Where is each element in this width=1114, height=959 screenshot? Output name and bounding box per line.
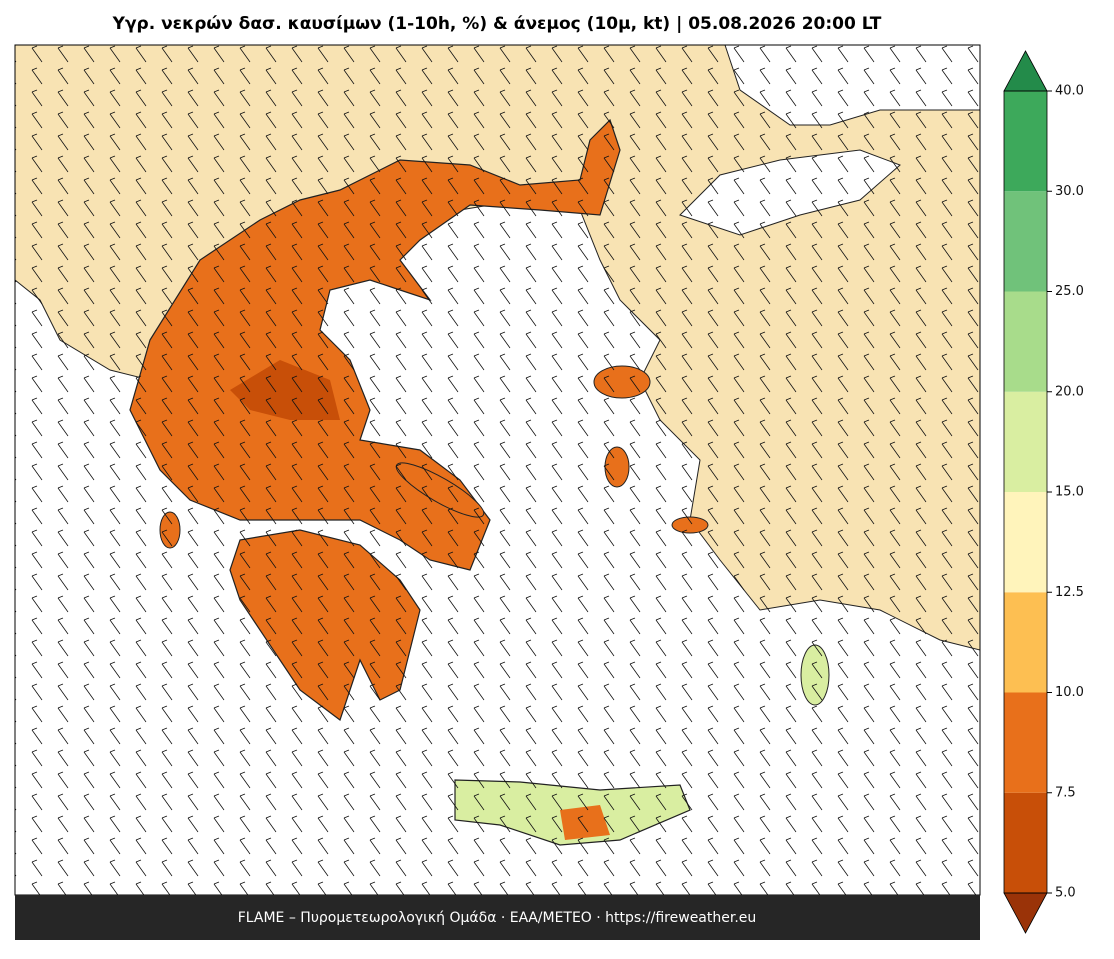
footer-bar (15, 895, 980, 940)
colorbar-under (1003, 892, 1048, 934)
colorbar-tick-label: 12.5 (1055, 585, 1084, 600)
colorbar-tick-label: 25.0 (1055, 284, 1084, 299)
colorbar-tick-label: 20.0 (1055, 384, 1084, 399)
colorbar-band (1004, 291, 1047, 392)
colorbar: 5.0 7.5 10.0 12.5 15.0 20.0 25.0 30.0 40.0 (1003, 50, 1084, 934)
colorbar-band (1004, 592, 1047, 693)
colorbar-tick-label: 7.5 (1055, 785, 1076, 800)
wind-barbs (15, 45, 980, 895)
colorbar-tick-label: 5.0 (1055, 886, 1076, 901)
colorbar-tick-label: 15.0 (1055, 485, 1084, 500)
colorbar-band (1004, 191, 1047, 292)
colorbar-band (1004, 492, 1047, 593)
colorbar-band (1004, 792, 1047, 893)
colorbar-over (1003, 50, 1048, 92)
colorbar-band (1004, 692, 1047, 793)
map-title: Υγρ. νεκρών δασ. καυσίμων (1-10h, %) & ά… (112, 14, 882, 34)
map (15, 45, 980, 895)
colorbar-tick-label: 10.0 (1055, 685, 1084, 700)
colorbar-band (1004, 391, 1047, 492)
colorbar-tick-label: 30.0 (1055, 184, 1084, 199)
colorbar-tick-label: 40.0 (1055, 84, 1084, 99)
colorbar-band (1004, 91, 1047, 192)
footer-text: FLAME – Πυρομετεωρολογική Ομάδα · ΕΑΑ/ME… (238, 910, 757, 926)
